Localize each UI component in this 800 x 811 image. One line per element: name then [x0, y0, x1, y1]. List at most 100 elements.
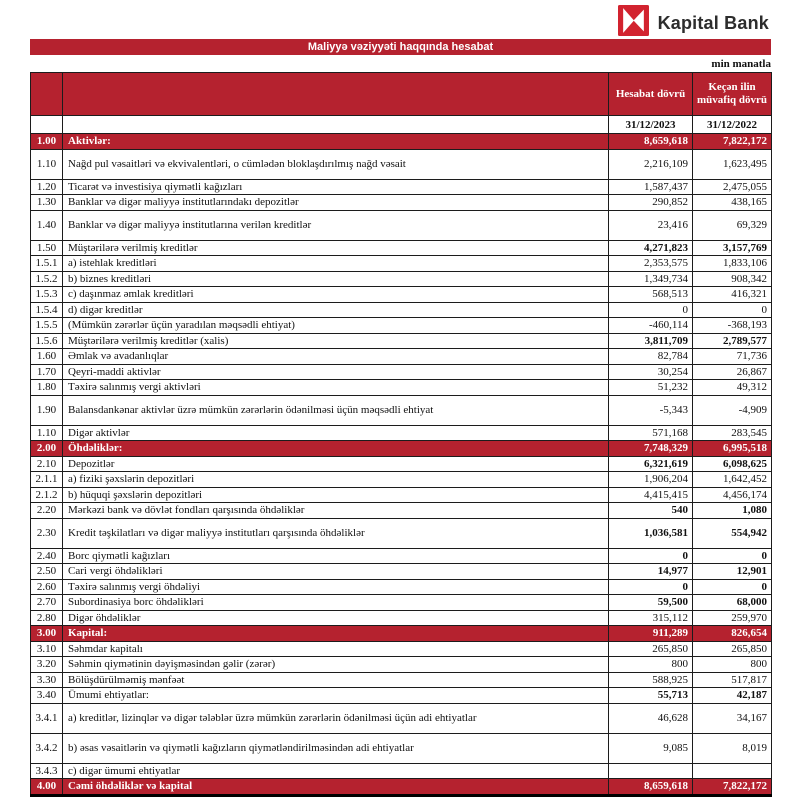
- row-label: a) fiziki şəxslərin depozitləri: [62, 471, 609, 488]
- row-number: 1.10: [30, 424, 63, 441]
- row-number: 1.70: [30, 363, 63, 380]
- value-prior-period: 26,867: [692, 363, 772, 380]
- row-label: Mərkəzi bank və dövlət fondları qarşısın…: [62, 502, 609, 519]
- row-label: Səhmdar kapitalı: [62, 640, 609, 657]
- row-number: 3.40: [30, 687, 63, 704]
- value-current-period: 568,513: [608, 286, 693, 303]
- value-prior-period: 283,545: [692, 424, 772, 441]
- table-row: 1.5.3 c) daşınmaz əmlak kreditləri 568,513…: [30, 286, 772, 303]
- value-current-period: 911,289: [608, 625, 693, 642]
- row-label: Subordinasiya borc öhdəlikləri: [62, 594, 609, 611]
- row-number: 4.00: [30, 778, 63, 796]
- header-current-period: Hesabat dövrü: [608, 72, 693, 116]
- value-prior-period: 1,833,106: [692, 255, 772, 272]
- value-prior-period: 826,654: [692, 625, 772, 642]
- row-number: 1.20: [30, 178, 63, 195]
- table-row: 1.90 Balansdankənar aktivlər üzrə mümkün …: [30, 394, 772, 426]
- value-current-period: 6,321,619: [608, 455, 693, 472]
- row-label: c) digər ümumi ehtiyatlar: [62, 762, 609, 779]
- value-current-period: 571,168: [608, 424, 693, 441]
- row-label: (Mümkün zərərlər üçün yaradılan məqsədli…: [62, 317, 609, 334]
- row-label: Səhmin qiymətinin dəyişməsindən gəlir (z…: [62, 656, 609, 673]
- row-label: Depozitlər: [62, 455, 609, 472]
- row-number: 2.70: [30, 594, 63, 611]
- table-row: 1.5.2 b) biznes kreditləri 1,349,734 908,34…: [30, 270, 772, 287]
- value-prior-period: -368,193: [692, 317, 772, 334]
- kapital-bank-icon: [617, 5, 649, 41]
- row-label: Borc qiymətli kağızları: [62, 547, 609, 564]
- table-row: 1.70 Qeyri-maddi aktivlər 30,254 26,867: [30, 363, 772, 380]
- row-label: Aktivlər:: [62, 133, 609, 150]
- table-row: 1.40 Banklar və digər maliyyə institutlar…: [30, 209, 772, 241]
- table-row: 3.4.1 a) kreditlər, lizinqlər və digər tə…: [30, 702, 772, 734]
- table-row: 1.5.4 d) digər kreditlər 0 0: [30, 301, 772, 318]
- row-label: Balansdankənar aktivlər üzrə mümkün zərə…: [62, 394, 609, 426]
- date-current: 31/12/2023: [608, 115, 693, 134]
- row-label: Banklar və digər maliyyə institutlarına …: [62, 209, 609, 241]
- value-prior-period: 1,642,452: [692, 471, 772, 488]
- row-label: Qeyri-maddi aktivlər: [62, 363, 609, 380]
- value-current-period: 2,353,575: [608, 255, 693, 272]
- row-number: 2.1.2: [30, 486, 63, 503]
- row-label: Ümumi ehtiyatlar:: [62, 687, 609, 704]
- value-prior-period: 34,167: [692, 702, 772, 734]
- row-number: 1.40: [30, 209, 63, 241]
- row-number: 2.50: [30, 563, 63, 580]
- value-prior-period: 554,942: [692, 517, 772, 549]
- row-number: 1.5.2: [30, 270, 63, 287]
- section-row: 4.00 Cəmi öhdəliklər və kapital 8,659,618 7…: [30, 778, 772, 796]
- value-prior-period: 265,850: [692, 640, 772, 657]
- table-row: 2.40 Borc qiymətli kağızları 0 0: [30, 547, 772, 564]
- date-empty-label-cell: [62, 115, 609, 134]
- table-row: 3.30 Bölüşdürülməmiş mənfəət 588,925 517,81…: [30, 671, 772, 688]
- table-row: 1.50 Müştərilərə verilmiş kreditlər 4,271,…: [30, 239, 772, 256]
- value-prior-period: 68,000: [692, 594, 772, 611]
- value-current-period: 3,811,709: [608, 332, 693, 349]
- row-number: 1.5.6: [30, 332, 63, 349]
- report-title: Maliyyə vəziyyəti haqqında hesabat: [307, 41, 494, 53]
- date-empty-no-cell: [30, 115, 63, 134]
- value-current-period: -460,114: [608, 317, 693, 334]
- top-bar: Kapital Bank: [0, 0, 800, 39]
- row-number: 1.60: [30, 348, 63, 365]
- value-current-period: 82,784: [608, 348, 693, 365]
- table-row: 3.4.2 b) əsas vəsaitlərin və qiymətli kağ…: [30, 732, 772, 764]
- header-label-cell: [62, 72, 609, 116]
- value-current-period: 7,748,329: [608, 440, 693, 457]
- row-label: Ticarət və investisiya qiymətli kağızlar…: [62, 178, 609, 195]
- value-current-period: 1,587,437: [608, 178, 693, 195]
- header-no-cell: [30, 72, 63, 116]
- row-number: 1.10: [30, 148, 63, 180]
- row-label: Müştərilərə verilmiş kreditlər (xalis): [62, 332, 609, 349]
- row-label: Öhdəliklər:: [62, 440, 609, 457]
- row-label: Əmlak və avadanlıqlar: [62, 348, 609, 365]
- value-current-period: 46,628: [608, 702, 693, 734]
- kapital-bank-logo: Kapital Bank: [617, 5, 769, 41]
- section-row: 3.00 Kapital: 911,289 826,654: [30, 625, 772, 642]
- row-number: 1.90: [30, 394, 63, 426]
- table-row: 2.20 Mərkəzi bank və dövlət fondları qarş…: [30, 502, 772, 519]
- row-number: 2.80: [30, 609, 63, 626]
- value-current-period: 59,500: [608, 594, 693, 611]
- date-row: 31/12/2023 31/12/2022: [30, 115, 772, 134]
- value-prior-period: 3,157,769: [692, 239, 772, 256]
- table-row: 2.10 Depozitlər 6,321,619 6,098,625: [30, 455, 772, 472]
- row-label: b) hüquqi şəxslərin depozitləri: [62, 486, 609, 503]
- value-prior-period: 71,736: [692, 348, 772, 365]
- value-current-period: 1,906,204: [608, 471, 693, 488]
- table-row: 1.10 Digər aktivlər 571,168 283,545: [30, 424, 772, 441]
- logo-text: Kapital Bank: [657, 12, 769, 33]
- value-prior-period: 42,187: [692, 687, 772, 704]
- table-body: 1.00 Aktivlər: 8,659,618 7,822,172 1.10 Nağd …: [30, 133, 772, 796]
- row-number: 2.40: [30, 547, 63, 564]
- table-row: 1.5.1 a) istehlak kreditləri 2,353,575 1,83…: [30, 255, 772, 272]
- value-prior-period: 0: [692, 301, 772, 318]
- value-current-period: 8,659,618: [608, 778, 693, 796]
- value-current-period: 1,349,734: [608, 270, 693, 287]
- section-row: 1.00 Aktivlər: 8,659,618 7,822,172: [30, 133, 772, 150]
- table-row: 2.1.2 b) hüquqi şəxslərin depozitləri 4,41…: [30, 486, 772, 503]
- date-prior: 31/12/2022: [692, 115, 772, 134]
- table-row: 3.20 Səhmin qiymətinin dəyişməsindən gəli…: [30, 656, 772, 673]
- row-number: 2.60: [30, 578, 63, 595]
